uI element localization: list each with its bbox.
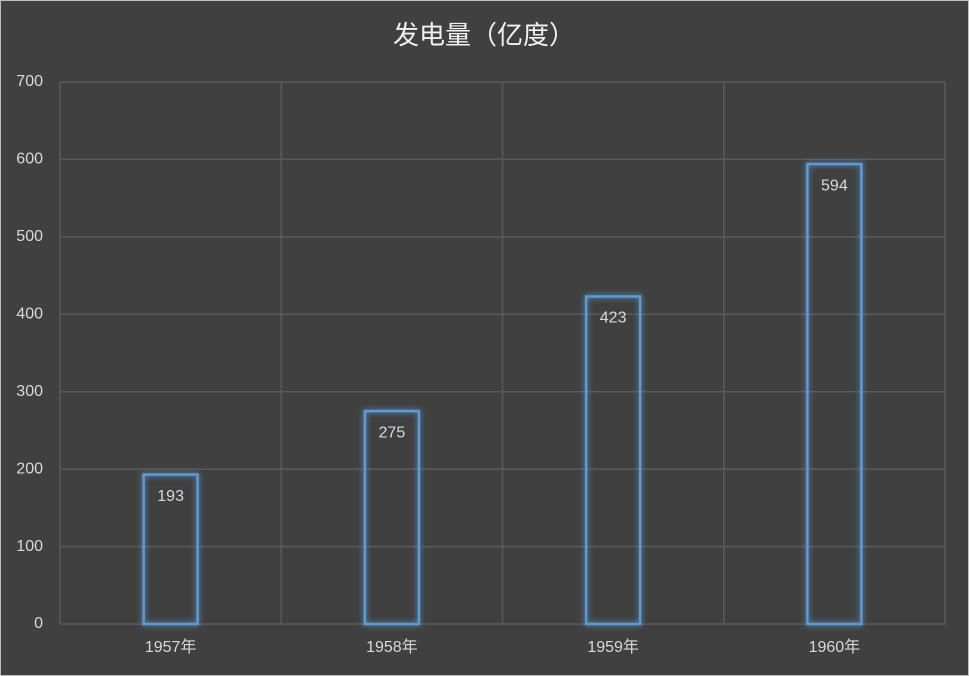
data-label: 193 bbox=[157, 488, 184, 505]
y-tick-label: 500 bbox=[16, 228, 43, 245]
x-tick-label: 1958年 bbox=[366, 638, 418, 656]
data-label: 423 bbox=[600, 310, 627, 327]
y-tick-label: 100 bbox=[16, 538, 43, 555]
bar bbox=[142, 473, 199, 626]
y-tick-label: 300 bbox=[16, 383, 43, 400]
bar bbox=[363, 409, 421, 626]
chart-title: 发电量（亿度） bbox=[393, 20, 575, 50]
y-tick-label: 0 bbox=[34, 615, 43, 632]
data-label: 594 bbox=[821, 177, 848, 194]
y-tick-label: 700 bbox=[16, 73, 43, 90]
bar bbox=[584, 295, 642, 626]
data-label: 275 bbox=[379, 424, 406, 441]
bar bbox=[806, 162, 863, 626]
y-tick-label: 200 bbox=[16, 460, 43, 477]
x-tick-label: 1959年 bbox=[587, 638, 639, 656]
y-tick-label: 400 bbox=[16, 306, 43, 323]
x-tick-label: 1957年 bbox=[145, 638, 197, 656]
y-tick-label: 600 bbox=[16, 151, 43, 168]
x-tick-label: 1960年 bbox=[809, 638, 861, 656]
